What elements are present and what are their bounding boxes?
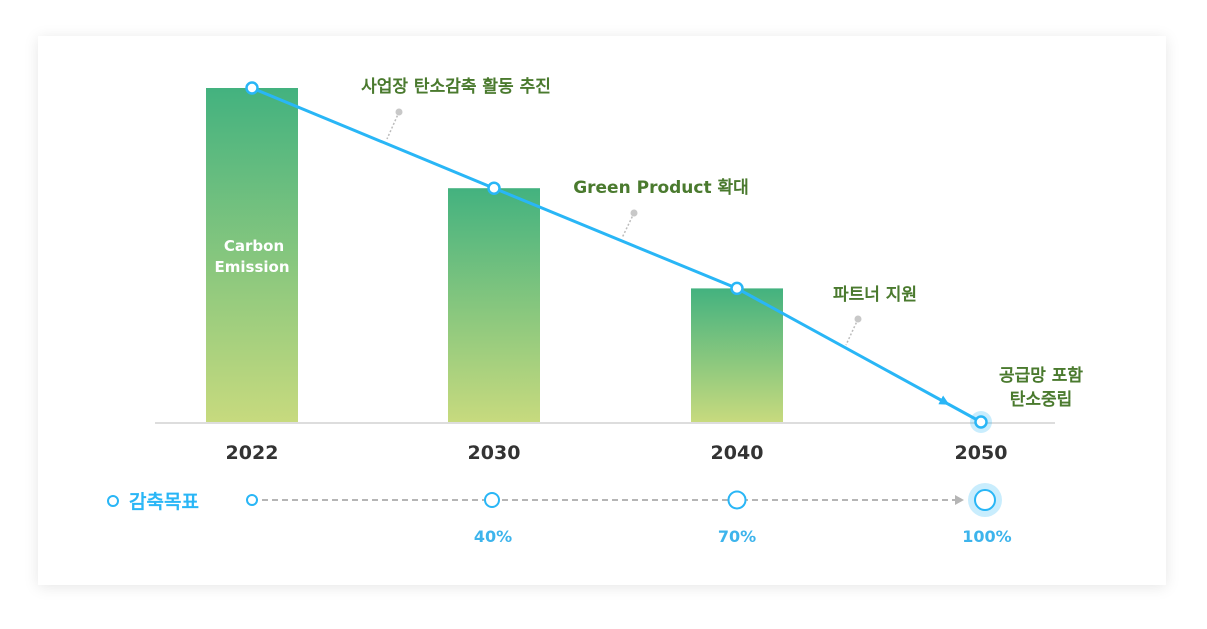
year-tick-2040: 2040 xyxy=(711,442,764,464)
year-tick-2050: 2050 xyxy=(955,442,1008,464)
leader-line-1 xyxy=(621,212,635,239)
bar-2022 xyxy=(206,88,298,422)
leader-line-2 xyxy=(845,318,859,346)
bar-2040 xyxy=(691,288,783,422)
bars-layer xyxy=(206,88,783,422)
target-marker-2030 xyxy=(484,492,500,508)
target-title: 감축목표 xyxy=(129,491,199,513)
leader-dot-0 xyxy=(395,108,403,116)
leader-dot-2 xyxy=(854,315,862,323)
bar-2030 xyxy=(448,188,540,422)
target-pct-2030: 40% xyxy=(474,527,512,546)
annotation-2050-line-2: 탄소중립 xyxy=(1010,390,1073,410)
target-marker-2022 xyxy=(246,494,258,506)
target-marker-2040 xyxy=(727,490,747,510)
trend-point-2030 xyxy=(487,181,501,195)
trend-point-2050 xyxy=(974,415,988,429)
bar-label-line-2: Emission xyxy=(215,258,290,276)
trend-line xyxy=(251,86,950,406)
target-arrowhead xyxy=(955,495,964,505)
year-tick-2030: 2030 xyxy=(468,442,521,464)
target-pct-2040: 70% xyxy=(718,527,756,546)
target-pct-2050: 100% xyxy=(962,527,1011,546)
annotation-2040: 파트너 지원 xyxy=(833,285,917,305)
trend-point-2022 xyxy=(245,81,259,95)
target-marker-2050 xyxy=(974,489,996,511)
leader-line-0 xyxy=(386,111,400,140)
target-legend-marker xyxy=(107,495,119,507)
trend-point-2040 xyxy=(730,281,744,296)
trend-line-layer xyxy=(245,81,992,433)
target-timeline xyxy=(246,483,1002,517)
annotation-leaders xyxy=(386,108,862,346)
annotation-2030: Green Product 확대 xyxy=(573,178,749,198)
annotation-2022: 사업장 탄소감축 활동 추진 xyxy=(361,76,551,97)
leader-dot-1 xyxy=(630,209,638,217)
annotation-2050-line-1: 공급망 포함 xyxy=(999,365,1083,386)
year-tick-2022: 2022 xyxy=(226,442,279,464)
bar-label-line-1: Carbon xyxy=(224,237,284,255)
